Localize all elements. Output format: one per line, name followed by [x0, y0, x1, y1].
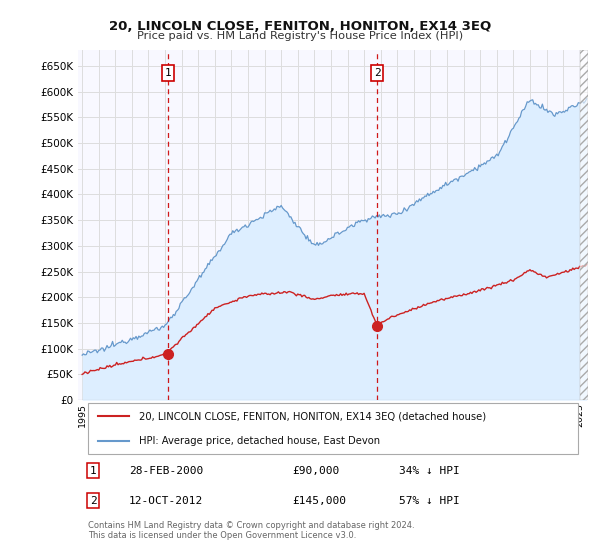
Text: 1: 1	[90, 466, 97, 476]
Text: 20, LINCOLN CLOSE, FENITON, HONITON, EX14 3EQ (detached house): 20, LINCOLN CLOSE, FENITON, HONITON, EX1…	[139, 411, 487, 421]
Text: 57% ↓ HPI: 57% ↓ HPI	[400, 496, 460, 506]
Text: 12-OCT-2012: 12-OCT-2012	[129, 496, 203, 506]
Text: 20, LINCOLN CLOSE, FENITON, HONITON, EX14 3EQ: 20, LINCOLN CLOSE, FENITON, HONITON, EX1…	[109, 20, 491, 32]
Text: £90,000: £90,000	[292, 466, 340, 476]
Text: 34% ↓ HPI: 34% ↓ HPI	[400, 466, 460, 476]
Bar	[580, 50, 588, 400]
Bar	[580, 50, 588, 400]
Text: 28-FEB-2000: 28-FEB-2000	[129, 466, 203, 476]
Text: 1: 1	[164, 68, 171, 78]
Text: Price paid vs. HM Land Registry's House Price Index (HPI): Price paid vs. HM Land Registry's House …	[137, 31, 463, 41]
Text: £145,000: £145,000	[292, 496, 346, 506]
Text: HPI: Average price, detached house, East Devon: HPI: Average price, detached house, East…	[139, 436, 380, 446]
Text: 2: 2	[90, 496, 97, 506]
Text: Contains HM Land Registry data © Crown copyright and database right 2024.
This d: Contains HM Land Registry data © Crown c…	[88, 521, 415, 540]
Text: 2: 2	[374, 68, 380, 78]
